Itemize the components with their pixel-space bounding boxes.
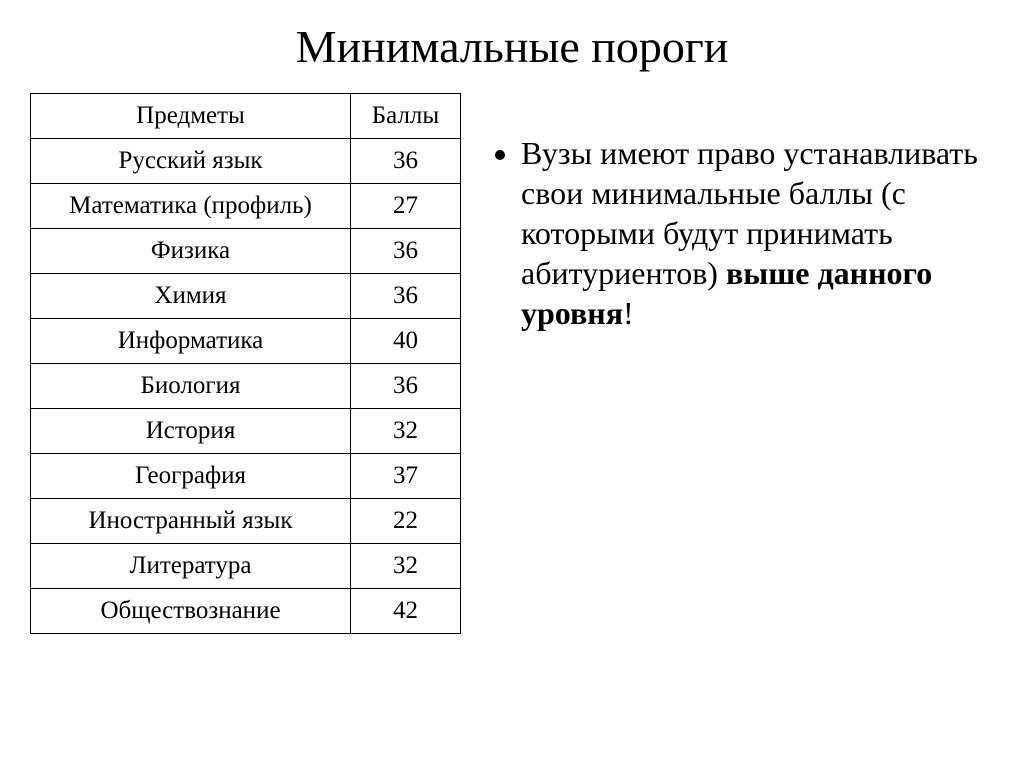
- table-cell-subject: Информатика: [31, 319, 351, 364]
- table-header-score: Баллы: [351, 94, 461, 139]
- table-row: Литература 32: [31, 544, 461, 589]
- table-cell-score: 36: [351, 139, 461, 184]
- table-cell-score: 32: [351, 544, 461, 589]
- table-cell-score: 40: [351, 319, 461, 364]
- bullet-text-tail: !: [623, 295, 634, 331]
- table-cell-score: 37: [351, 454, 461, 499]
- table-row: Обществознание 42: [31, 589, 461, 634]
- table-cell-subject: Физика: [31, 229, 351, 274]
- table-cell-score: 36: [351, 229, 461, 274]
- table-cell-subject: Химия: [31, 274, 351, 319]
- table-row: Биология 36: [31, 364, 461, 409]
- table-wrapper: Предметы Баллы Русский язык 36 Математик…: [30, 93, 461, 634]
- table-row: География 37: [31, 454, 461, 499]
- bullet-area: Вузы имеют право устанавливать свои мини…: [491, 93, 994, 333]
- table-row: Русский язык 36: [31, 139, 461, 184]
- table-cell-score: 27: [351, 184, 461, 229]
- bullet-item: Вузы имеют право устанавливать свои мини…: [521, 133, 994, 333]
- thresholds-table: Предметы Баллы Русский язык 36 Математик…: [30, 93, 461, 634]
- table-row: Информатика 40: [31, 319, 461, 364]
- table-cell-subject: Математика (профиль): [31, 184, 351, 229]
- table-header-subject: Предметы: [31, 94, 351, 139]
- content-area: Предметы Баллы Русский язык 36 Математик…: [30, 93, 994, 634]
- table-row: Физика 36: [31, 229, 461, 274]
- slide-title: Минимальные пороги: [30, 20, 994, 73]
- table-cell-subject: История: [31, 409, 351, 454]
- bullet-list: Вузы имеют право устанавливать свои мини…: [491, 133, 994, 333]
- table-row: Иностранный язык 22: [31, 499, 461, 544]
- table-cell-score: 36: [351, 274, 461, 319]
- table-cell-subject: География: [31, 454, 351, 499]
- table-cell-subject: Русский язык: [31, 139, 351, 184]
- table-cell-subject: Биология: [31, 364, 351, 409]
- table-header-row: Предметы Баллы: [31, 94, 461, 139]
- table-row: Математика (профиль) 27: [31, 184, 461, 229]
- table-cell-subject: Иностранный язык: [31, 499, 351, 544]
- table-row: История 32: [31, 409, 461, 454]
- table-cell-score: 32: [351, 409, 461, 454]
- table-cell-subject: Литература: [31, 544, 351, 589]
- table-cell-subject: Обществознание: [31, 589, 351, 634]
- table-row: Химия 36: [31, 274, 461, 319]
- table-cell-score: 22: [351, 499, 461, 544]
- table-cell-score: 42: [351, 589, 461, 634]
- table-cell-score: 36: [351, 364, 461, 409]
